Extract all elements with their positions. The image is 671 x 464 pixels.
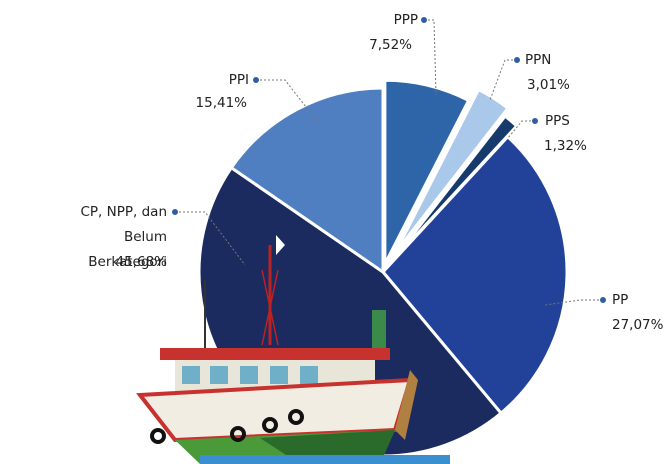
value-label: 1,32%	[544, 138, 587, 154]
category-label: PPS	[545, 113, 570, 129]
pie-slice	[383, 78, 471, 265]
leader-line	[179, 211, 246, 266]
label-dot	[421, 17, 427, 23]
leader-line	[260, 79, 321, 126]
category-label: PPI	[228, 72, 249, 88]
value-label: 3,01%	[527, 77, 570, 93]
pie-slice	[390, 114, 519, 263]
pie-slice	[393, 87, 510, 255]
value-label: 15,41%	[195, 95, 247, 111]
leader-line	[489, 59, 513, 101]
leader-line	[428, 19, 437, 96]
category-label: PPP	[393, 12, 418, 28]
value-label: 45,68%	[115, 254, 167, 270]
value-label: 7,52%	[369, 37, 412, 53]
category-label: PP	[612, 292, 629, 308]
label-dot	[532, 118, 538, 124]
label-dot	[600, 297, 606, 303]
label-dot	[253, 77, 259, 83]
value-label: 27,07%	[612, 317, 664, 333]
leader-line	[507, 120, 531, 139]
label-dot	[514, 57, 520, 63]
label-dot	[172, 209, 178, 215]
category-label: CP, NPP, dan Belum Berkategori	[80, 204, 167, 270]
pie-slice	[381, 134, 569, 416]
category-label: PPN	[525, 52, 552, 68]
pie-slice	[229, 86, 385, 275]
